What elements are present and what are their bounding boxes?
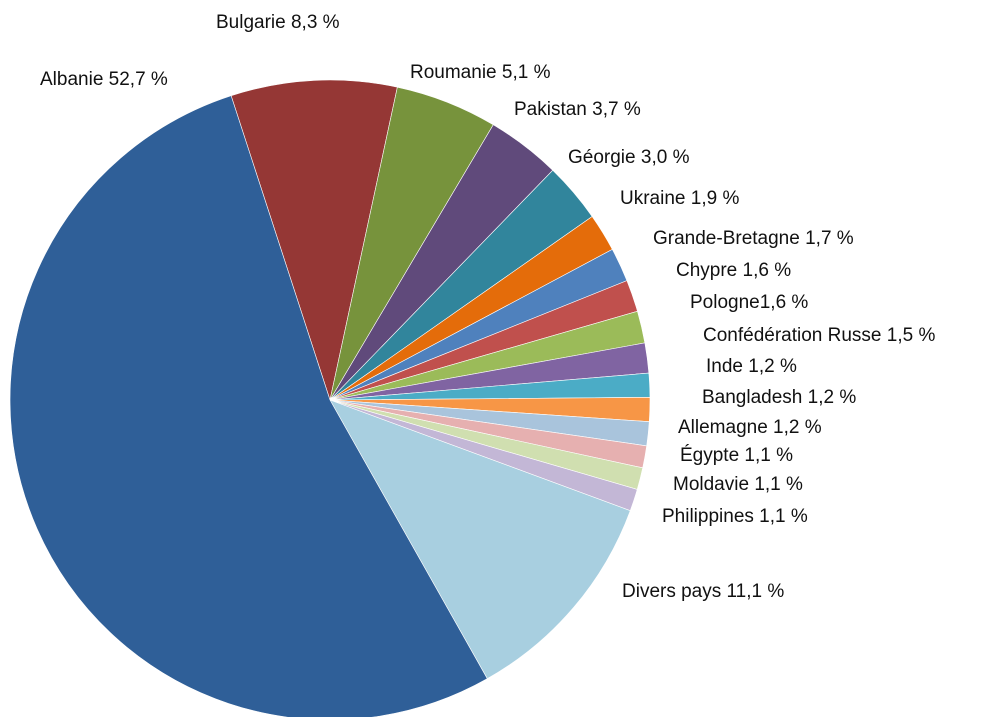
- label-albanie: Albanie 52,7 %: [40, 69, 168, 90]
- label-moldavie: Moldavie 1,1 %: [673, 474, 803, 495]
- pie-slice-bulgarie: [230, 79, 398, 402]
- label-confederation-russe: Confédération Russe 1,5 %: [703, 325, 935, 346]
- pie-slice-divers-pays: [329, 399, 631, 680]
- label-divers-pays: Divers pays 11,1 %: [622, 581, 784, 602]
- label-georgie: Géorgie 3,0 %: [568, 147, 690, 168]
- label-pologne: Pologne1,6 %: [690, 292, 808, 313]
- pie-slices: [9, 79, 651, 717]
- label-chypre: Chypre 1,6 %: [676, 260, 791, 281]
- label-egypte: Égypte 1,1 %: [680, 445, 793, 466]
- label-allemagne: Allemagne 1,2 %: [678, 417, 822, 438]
- label-inde: Inde 1,2 %: [706, 356, 797, 377]
- pie-slice-albanie: [9, 95, 488, 717]
- label-ukraine: Ukraine 1,9 %: [620, 188, 739, 209]
- label-pakistan: Pakistan 3,7 %: [514, 99, 641, 120]
- label-grande-bretagne: Grande-Bretagne 1,7 %: [653, 228, 854, 249]
- label-bulgarie: Bulgarie 8,3 %: [216, 12, 340, 33]
- pie-labels: Bulgarie 8,3 % Roumanie 5,1 % Pakistan 3…: [40, 12, 935, 602]
- label-philippines: Philippines 1,1 %: [662, 506, 808, 527]
- label-bangladesh: Bangladesh 1,2 %: [702, 387, 856, 408]
- label-roumanie: Roumanie 5,1 %: [410, 62, 551, 83]
